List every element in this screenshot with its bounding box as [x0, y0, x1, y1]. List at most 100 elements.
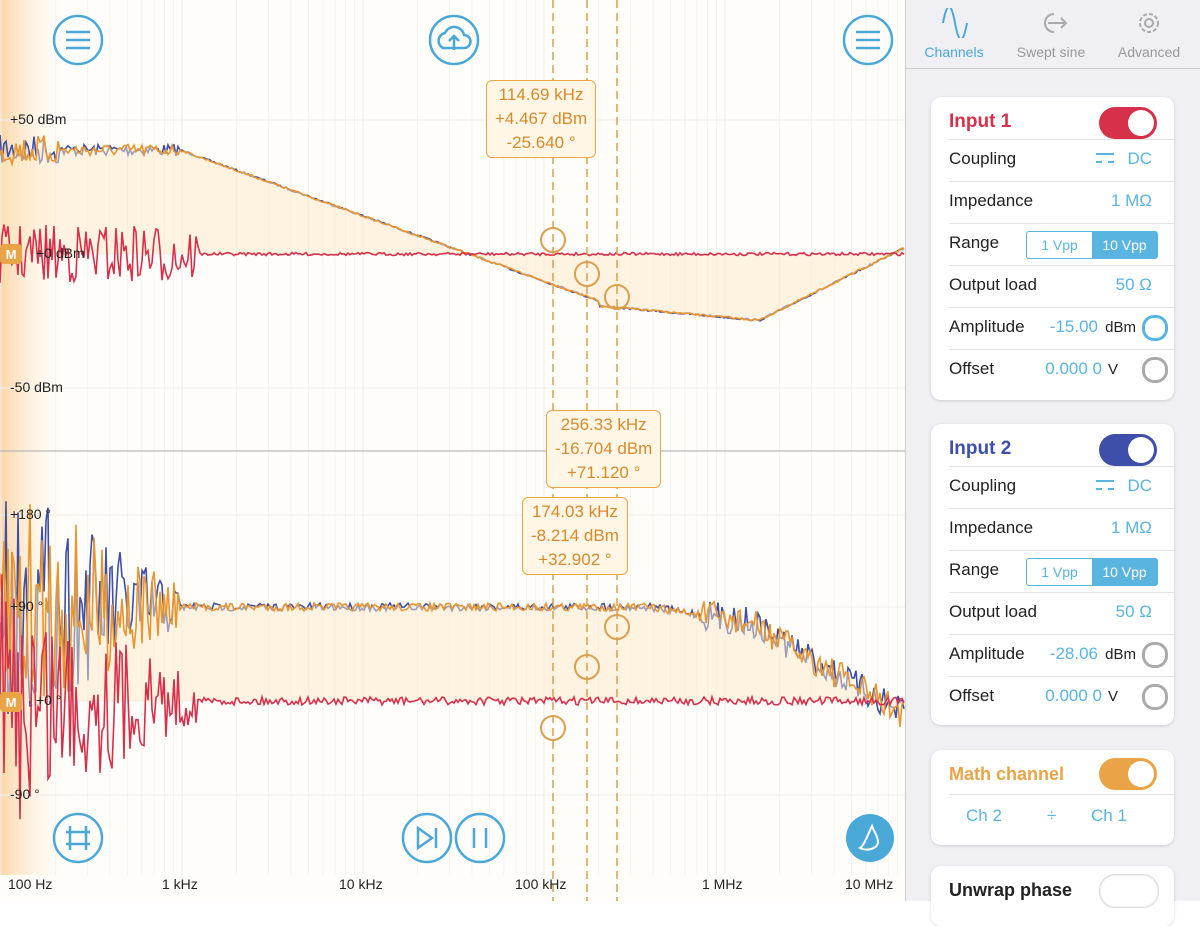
marker: M: [6, 695, 17, 710]
x-label: 100 kHz: [515, 876, 567, 892]
y-label: +180 °: [10, 506, 52, 522]
row-label: Amplitude: [949, 317, 1025, 336]
edge-glow: [0, 0, 70, 875]
knob[interactable]: [1142, 357, 1168, 383]
channel-card: Input 2 Coupling DC Impedance 1 MΩ Range 1 Vpp…: [931, 424, 1174, 725]
range-option[interactable]: 1 Vpp: [1041, 564, 1078, 580]
row-value[interactable]: 50 Ω: [1115, 275, 1152, 294]
toggle[interactable]: [1099, 107, 1157, 139]
range-selector[interactable]: 1 Vpp 10 Vpp: [1026, 231, 1158, 259]
frequency: 114.69 kHz: [498, 85, 584, 104]
x-label: 10 kHz: [339, 876, 383, 892]
advanced-icon: [1139, 13, 1159, 33]
phase: -25.640 °: [506, 133, 576, 152]
row-value[interactable]: -15.00: [1049, 317, 1098, 336]
magnitude-ch1: [0, 224, 905, 285]
x-label: 1 MHz: [702, 876, 743, 892]
tab[interactable]: Advanced: [1117, 44, 1181, 60]
cursor-markers: [540, 227, 630, 741]
phase: +32.902 °: [538, 550, 612, 569]
row-value[interactable]: DC: [1127, 149, 1152, 168]
operand[interactable]: ÷: [1047, 806, 1057, 825]
tab-divider: [906, 68, 1200, 69]
y-label: +90 °: [10, 598, 44, 614]
fft-button[interactable]: [846, 814, 894, 862]
row-label: Offset: [949, 686, 995, 705]
separator: [949, 676, 1174, 677]
toolbar-buttons[interactable]: [52, 14, 894, 864]
x-label: 10 MHz: [845, 876, 894, 892]
row-label: Range: [949, 560, 1000, 579]
x-label: 1 kHz: [162, 876, 198, 892]
row-value[interactable]: 0.000 0: [1045, 686, 1102, 705]
row-value[interactable]: 0.000 0: [1045, 359, 1102, 378]
separator: [949, 181, 1174, 182]
row-value[interactable]: -28.06: [1049, 644, 1098, 663]
magnitude: -16.704 dBm: [555, 439, 653, 458]
card-title[interactable]: Input 1: [949, 111, 1012, 132]
unit: V: [1107, 361, 1118, 378]
row-label: Output load: [949, 602, 1037, 621]
unit: dBm: [1105, 319, 1136, 336]
row-value[interactable]: 1 MΩ: [1110, 191, 1152, 210]
row-label: Offset: [949, 359, 995, 378]
frequency: 256.33 kHz: [560, 415, 647, 434]
phase-ch1: [0, 574, 905, 820]
separator: [949, 794, 1174, 795]
unwrap-card: Unwrap phase: [931, 866, 1174, 926]
separator: [949, 223, 1174, 224]
card-title[interactable]: Input 2: [949, 438, 1012, 459]
y-label: +0 °: [36, 692, 62, 708]
range-option[interactable]: 10 Vpp: [1092, 232, 1157, 258]
magnitude: -8.214 dBm: [531, 526, 619, 545]
card-title[interactable]: Unwrap phase: [949, 880, 1073, 900]
marker-bg: [0, 244, 22, 264]
marker-bg: [0, 692, 22, 712]
card-title[interactable]: Math channel: [949, 764, 1065, 784]
separator: [949, 265, 1174, 266]
dc-icon: [1096, 153, 1114, 163]
separator: [949, 307, 1174, 308]
toggle[interactable]: [1099, 874, 1159, 908]
phase-math: [0, 504, 905, 727]
row-value[interactable]: 1 MΩ: [1110, 518, 1152, 537]
y-label: +50 dBm: [10, 111, 67, 127]
channels-icon: [942, 8, 968, 38]
range-option[interactable]: 1 Vpp: [1041, 237, 1078, 253]
channel-card: Input 1 Coupling DC Impedance 1 MΩ Range 1 Vpp…: [931, 97, 1174, 400]
toggle[interactable]: [1099, 758, 1157, 790]
magnitude-math-fill: [0, 135, 905, 321]
unit: dBm: [1105, 646, 1136, 663]
range-selector[interactable]: 1 Vpp 10 Vpp: [1026, 558, 1158, 586]
separator: [949, 550, 1174, 551]
row-label: Impedance: [949, 518, 1034, 537]
knob[interactable]: [1142, 315, 1168, 341]
cursor-readout[interactable]: 114.69 kHz +4.467 dBm -25.640 °: [486, 80, 597, 158]
y-label: -90 °: [10, 786, 40, 802]
cursor-readout[interactable]: 256.33 kHz -16.704 dBm +71.120 °: [546, 410, 662, 488]
separator: [949, 508, 1174, 509]
cursor-readout[interactable]: 174.03 kHz -8.214 dBm +32.902 °: [522, 497, 628, 575]
magnitude: +4.467 dBm: [495, 109, 588, 128]
magnitude-math: [0, 135, 905, 322]
toggle[interactable]: [1099, 434, 1157, 466]
unit: V: [1107, 688, 1118, 705]
row-label: Impedance: [949, 191, 1034, 210]
marker: M: [6, 247, 17, 262]
row-value[interactable]: DC: [1127, 476, 1152, 495]
fft-icon: [857, 823, 880, 851]
side-panel: Channels Swept sine Advanced Input 1 Coup…: [905, 0, 1200, 926]
row-label: Amplitude: [949, 644, 1025, 663]
y-label: +0 dBm: [36, 245, 85, 261]
knob[interactable]: [1142, 684, 1168, 710]
operand[interactable]: Ch 1: [1091, 806, 1127, 825]
operand[interactable]: Ch 2: [966, 806, 1002, 825]
frequency: 174.03 kHz: [531, 502, 618, 521]
tab[interactable]: Channels: [924, 44, 984, 60]
row-label: Coupling: [949, 476, 1017, 495]
range-option[interactable]: 10 Vpp: [1092, 559, 1157, 585]
row-value[interactable]: 50 Ω: [1115, 602, 1152, 621]
tab[interactable]: Swept sine: [1016, 44, 1086, 60]
knob[interactable]: [1142, 642, 1168, 668]
